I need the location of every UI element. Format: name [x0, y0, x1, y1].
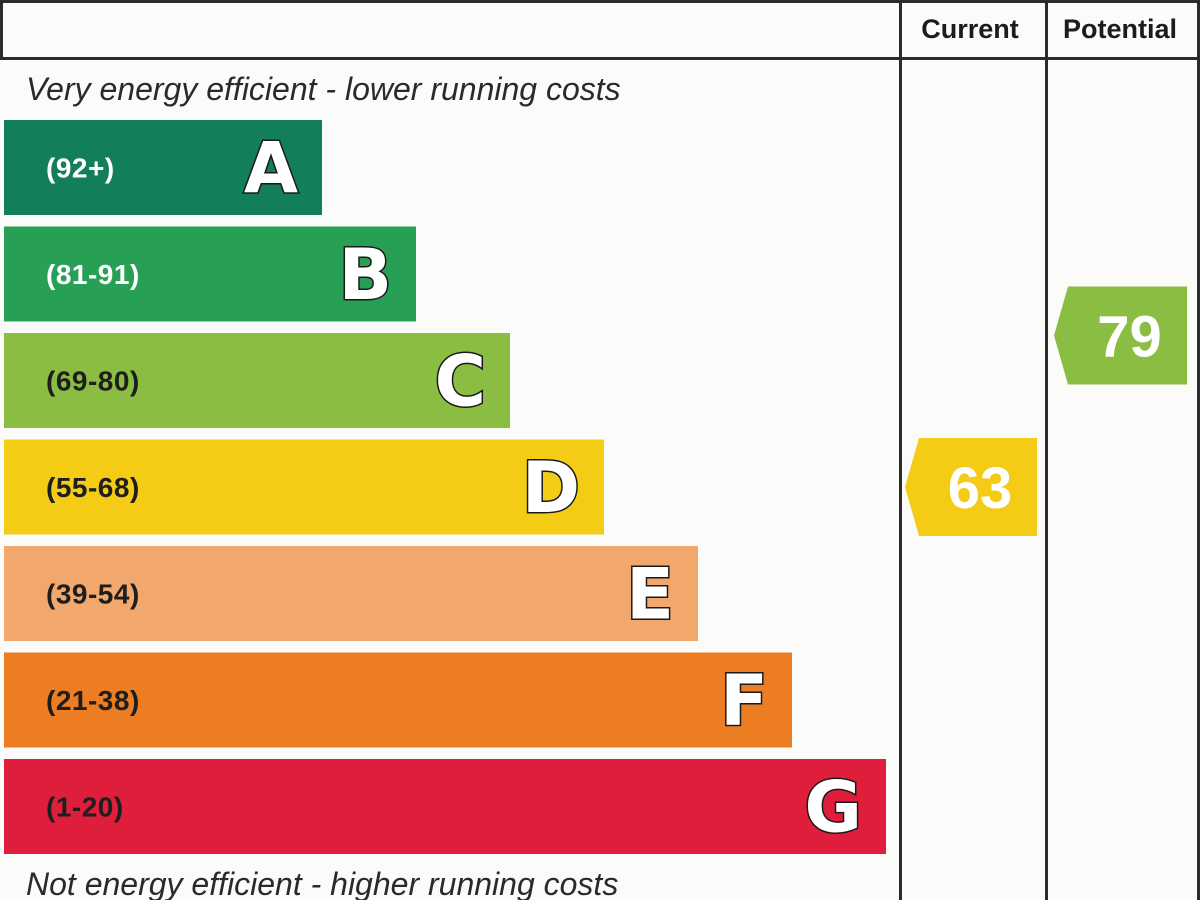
current-rating-arrow [905, 438, 1037, 536]
band-d-letter: D [522, 447, 580, 529]
band-b-letter: B [339, 234, 392, 316]
top-caption: Very energy efficient - lower running co… [26, 71, 621, 107]
band-f-letter: F [720, 660, 768, 742]
band-a-range-label: (92+) [46, 153, 115, 184]
band-e-bar [4, 546, 698, 641]
band-a-bar [4, 120, 322, 215]
band-a-letter: A [244, 128, 298, 210]
band-g-letter: G [805, 767, 862, 849]
bottom-caption: Not energy efficient - higher running co… [26, 866, 618, 900]
rating-indicators: 63 79 [905, 286, 1187, 536]
band-b-range-label: (81-91) [46, 259, 140, 290]
band-c-letter: C [435, 341, 486, 423]
rating-bands: (92+) A (81-91) B (69-80) C (55-68) D (39-54) E (2… [4, 120, 886, 854]
header-current: Current [921, 14, 1019, 44]
band-c-range-label: (69-80) [46, 366, 140, 397]
current-rating-value: 63 [948, 456, 1013, 521]
band-e-range-label: (39-54) [46, 579, 140, 610]
header-potential: Potential [1063, 14, 1177, 44]
band-g-bar [4, 759, 886, 854]
potential-rating-arrow [1054, 286, 1187, 385]
band-f-bar [4, 652, 792, 748]
band-f-range-label: (21-38) [46, 685, 140, 716]
band-d-range-label: (55-68) [46, 472, 140, 503]
band-e-letter: E [626, 554, 674, 636]
band-d-bar [4, 439, 604, 535]
band-b-bar [4, 226, 416, 322]
band-c-bar [4, 333, 510, 428]
potential-rating-value: 79 [1097, 305, 1162, 370]
band-g-range-label: (1-20) [46, 792, 124, 823]
